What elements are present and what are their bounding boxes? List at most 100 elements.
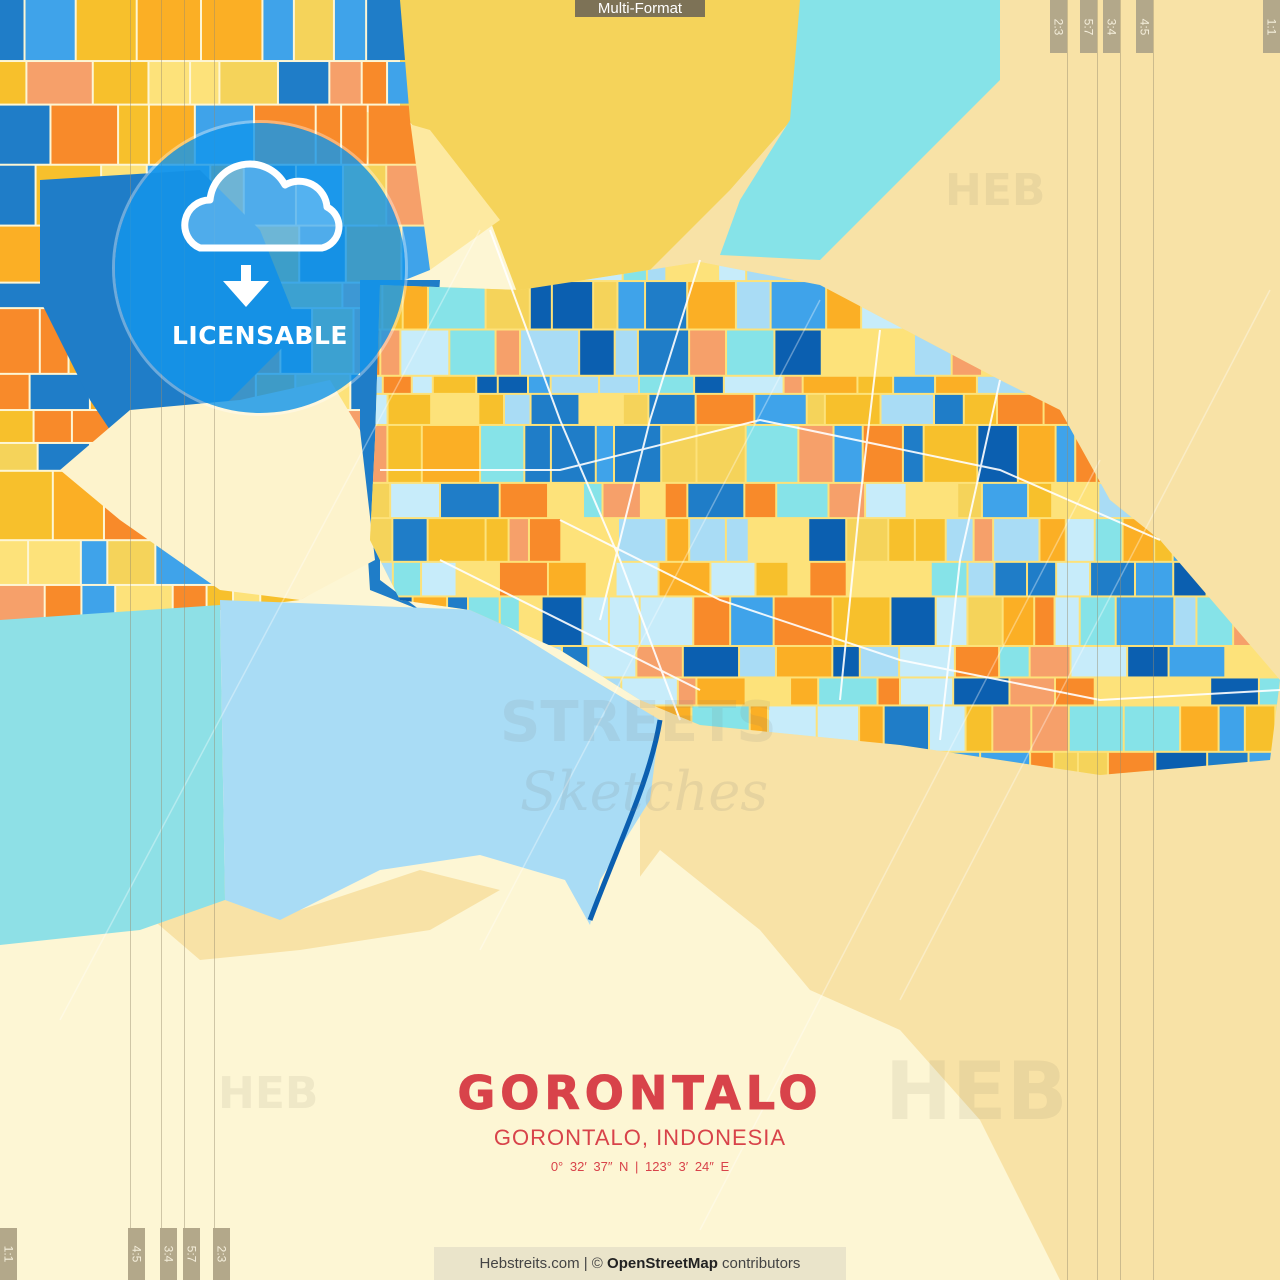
watermark-heb-top-right: HEB — [945, 165, 1046, 216]
map-block — [0, 443, 37, 470]
crop-mark-top-1-1: 1:1 — [1263, 0, 1280, 53]
map-block — [799, 425, 833, 482]
map-block — [500, 483, 548, 518]
map-block — [936, 376, 976, 393]
map-block — [1010, 678, 1055, 705]
map-block — [0, 411, 33, 442]
map-block — [393, 519, 427, 561]
map-block — [891, 597, 935, 645]
crop-mark-top-2-3: 2:3 — [1050, 0, 1067, 53]
map-block — [736, 282, 770, 329]
map-block — [81, 541, 107, 584]
map-block — [618, 282, 645, 329]
map-block — [924, 425, 977, 482]
map-block — [726, 519, 748, 561]
map-block — [930, 706, 965, 751]
map-block — [833, 597, 890, 645]
map-block — [496, 330, 520, 375]
crop-mark-bottom-5-7: 5:7 — [183, 1228, 200, 1280]
map-block — [391, 483, 440, 518]
map-block — [429, 282, 485, 329]
map-block — [688, 282, 735, 329]
map-block — [370, 483, 390, 518]
format-tag: Multi-Format — [575, 0, 705, 17]
map-block — [665, 483, 687, 518]
map-block — [486, 519, 508, 561]
map-block — [1056, 425, 1075, 482]
credit-suffix: contributors — [717, 1255, 801, 1272]
map-block — [1029, 483, 1052, 518]
map-block — [589, 646, 636, 677]
map-block — [0, 471, 52, 540]
map-block — [603, 483, 640, 518]
map-block — [381, 330, 400, 375]
map-block — [594, 282, 617, 329]
watermark-lines — [59, 229, 1271, 1231]
map-block — [1091, 562, 1134, 596]
licensable-label: LICENSABLE — [172, 321, 348, 350]
map-block — [688, 483, 744, 518]
map-block — [477, 376, 497, 393]
map-block — [433, 376, 476, 393]
watermark-script: Sketches — [520, 760, 769, 823]
map-block — [878, 678, 899, 705]
map-block — [615, 330, 637, 375]
map-block — [690, 330, 726, 375]
credit-osm-link[interactable]: OpenStreetMap — [607, 1255, 718, 1272]
river — [587, 719, 663, 921]
map-block — [441, 483, 499, 518]
map-block — [834, 425, 862, 482]
map-block — [771, 282, 826, 329]
map-block — [618, 519, 666, 561]
map-block — [915, 519, 945, 561]
crop-mark-top-4-5: 4:5 — [1136, 0, 1153, 53]
map-block — [833, 646, 859, 677]
map-block — [740, 646, 775, 677]
map-block — [1175, 597, 1196, 645]
map-block — [551, 425, 595, 482]
map-block — [1069, 706, 1123, 751]
map-block — [623, 394, 648, 424]
cyan-west-region — [0, 605, 225, 945]
map-block — [422, 562, 456, 596]
map-block — [481, 425, 524, 482]
map-block — [711, 562, 755, 596]
map-block — [0, 105, 50, 164]
crop-mark-bottom-2-3: 2:3 — [213, 1228, 230, 1280]
map-block — [1108, 752, 1155, 775]
location-subtitle: GORONTALO, INDONESIA — [493, 1125, 787, 1150]
watermark-heb-bottom-left: HEB — [218, 1068, 319, 1119]
crop-mark-bottom-1-1: 1:1 — [0, 1228, 17, 1280]
map-block — [504, 394, 530, 424]
crop-mark-top-5-7: 5:7 — [1080, 0, 1097, 53]
map-block — [29, 541, 80, 584]
map-block — [596, 425, 614, 482]
crop-mark-bottom-4-5: 4:5 — [128, 1228, 145, 1280]
licensable-badge[interactable]: LICENSABLE — [115, 123, 405, 413]
map-block — [694, 597, 730, 645]
map-block — [881, 394, 934, 424]
map-block — [784, 376, 802, 393]
map-block — [263, 0, 293, 61]
map-block — [683, 646, 739, 677]
map-block — [640, 376, 694, 393]
map-block — [1030, 646, 1070, 677]
map-block — [667, 262, 691, 281]
map-block — [994, 519, 1039, 561]
map-block — [887, 330, 913, 375]
map-block — [1153, 678, 1210, 705]
map-block — [789, 562, 809, 596]
road-network — [380, 229, 1280, 741]
map-block — [479, 394, 503, 424]
map-block — [294, 0, 333, 61]
map-block — [202, 0, 262, 61]
map-block — [498, 376, 528, 393]
map-block — [432, 394, 478, 424]
map-block — [807, 394, 824, 424]
map-block — [220, 62, 277, 104]
map-block — [667, 519, 689, 561]
map-block — [1053, 483, 1098, 518]
map-block — [393, 562, 421, 596]
yellow-north-region — [400, 0, 800, 300]
map-block — [696, 394, 754, 424]
